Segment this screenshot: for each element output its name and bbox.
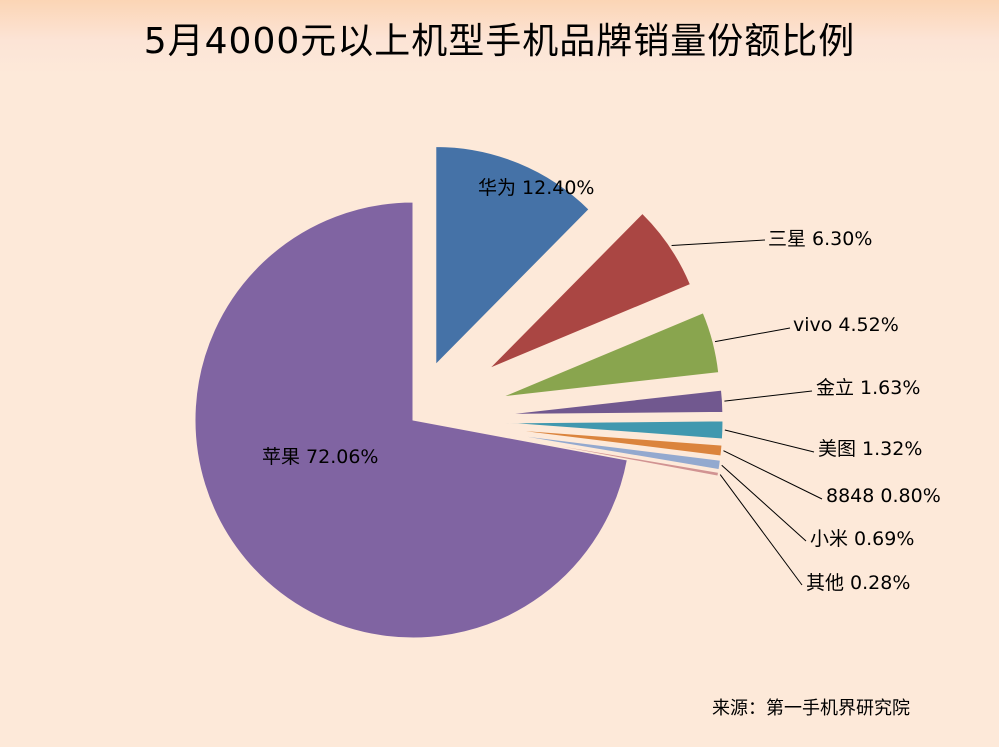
pie-slice-8848 (504, 428, 723, 457)
pie-slice-华为 (435, 145, 590, 366)
data-label-vivo: vivo 4.52% (793, 314, 899, 336)
pie-slice-小米 (503, 432, 721, 471)
data-label-金立: 金立 1.63% (816, 377, 920, 399)
source-note: 来源：第一手机界研究院 (712, 698, 910, 719)
leader-line-8848 (723, 450, 823, 500)
leader-line-小米 (721, 464, 807, 542)
pie-slice-苹果 (194, 201, 628, 639)
leader-line-美图 (724, 429, 815, 453)
data-label-三星: 三星 6.30% (768, 228, 872, 250)
data-label-华为: 华为 12.40% (478, 177, 595, 199)
leader-line-三星 (671, 239, 766, 246)
pie-slice-金立 (504, 389, 724, 415)
data-label-小米: 小米 0.69% (810, 528, 914, 550)
pie-slice-美图 (504, 420, 724, 440)
pie-slice-三星 (488, 212, 692, 369)
leader-line-金立 (724, 390, 813, 402)
pie-slice-其他 (503, 435, 720, 477)
data-label-苹果: 苹果 72.06% (262, 446, 379, 468)
chart-title: 5月4000元以上机型手机品牌销量份额比例 (143, 21, 856, 62)
pie-slice-vivo (501, 312, 720, 398)
data-label-美图: 美图 1.32% (818, 438, 922, 460)
data-label-8848: 8848 0.80% (826, 485, 941, 507)
data-label-其他: 其他 0.28% (806, 572, 910, 594)
leader-line-vivo (714, 327, 791, 343)
leader-line-其他 (719, 474, 803, 586)
title-band (0, 0, 999, 74)
